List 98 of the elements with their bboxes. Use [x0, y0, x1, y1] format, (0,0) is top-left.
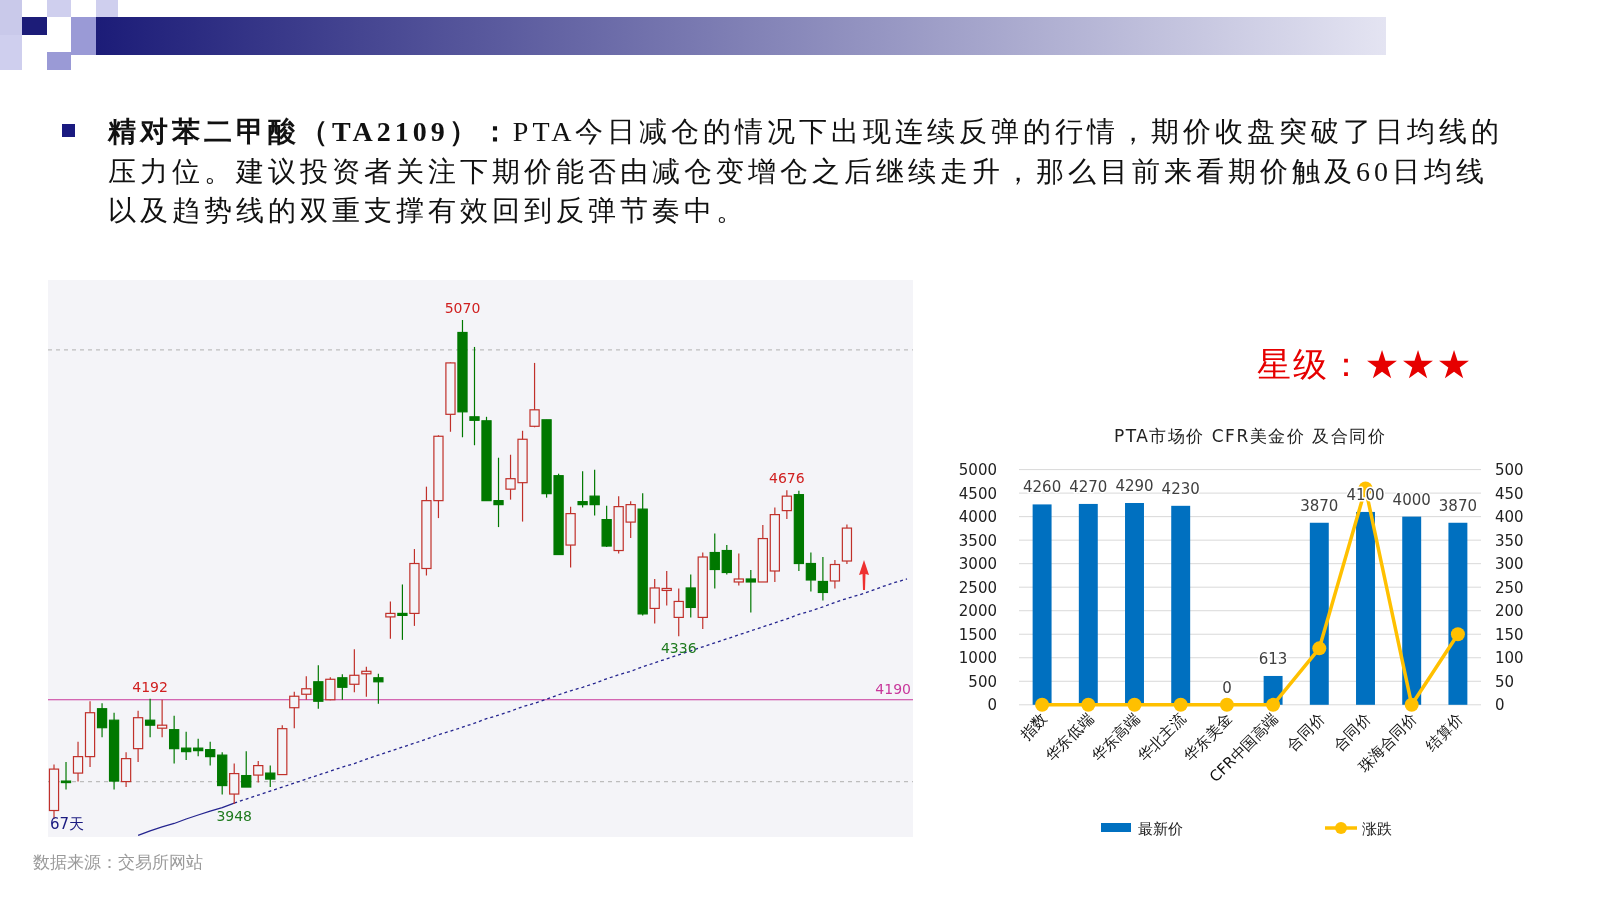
chart-title: 精对苯二甲酸（TA2109）：PTA今日减仓的情况下出现连续反弹的行情，期价收盘突破了日均线的压力位。建议投资者关注下期价能否由减仓变增仓之后继续走升，那么目前来看期价触及60日均线以及趋势线的双重支撑有效回到反弹节奏中。 — [107, 116, 1504, 226]
y-tick-label: 0 — [987, 696, 997, 715]
y2-tick-label: 400 — [1495, 508, 1524, 527]
data-label: 3870 — [1300, 496, 1339, 515]
bar — [1356, 511, 1375, 705]
x-tick-label: 合同价 — [1283, 709, 1329, 755]
point — [1312, 641, 1327, 656]
y-tick-label: 4000 — [958, 508, 997, 527]
candlestick — [229, 763, 240, 805]
bar — [1078, 503, 1098, 705]
annotation: 67天 — [50, 815, 85, 833]
candlestick — [96, 702, 108, 738]
candlestick — [168, 715, 180, 765]
y2-tick-label: 300 — [1495, 555, 1524, 574]
y2-tick-label: 500 — [1495, 461, 1524, 480]
data-label: 3870 — [1438, 496, 1477, 515]
bar — [1032, 504, 1052, 705]
x-tick-label: 结算价 — [1422, 709, 1467, 755]
point — [1219, 697, 1234, 712]
annotation: 5070 — [444, 300, 481, 316]
y-tick-label: 500 — [968, 672, 997, 691]
candlestick — [661, 570, 672, 607]
candlestick — [60, 761, 72, 791]
point — [1081, 697, 1096, 712]
point — [1127, 697, 1142, 712]
candlestick — [373, 673, 384, 705]
bar — [1448, 522, 1468, 705]
legend-label: 涨跌 — [1362, 820, 1392, 838]
y2-tick-label: 450 — [1495, 484, 1524, 503]
candlestick — [120, 751, 132, 788]
candlestick — [349, 648, 360, 693]
data-label: 4000 — [1392, 490, 1431, 509]
point — [1173, 697, 1188, 712]
point — [1266, 697, 1281, 712]
y2-tick-label: 350 — [1495, 531, 1524, 550]
annotation: 4192 — [132, 678, 168, 695]
candlestick — [241, 750, 252, 788]
y2-tick-label: 150 — [1495, 625, 1524, 644]
y2-tick-label: 50 — [1495, 672, 1515, 691]
candlestick — [289, 691, 300, 729]
candlestick — [709, 532, 720, 590]
annotation: 4336 — [660, 640, 697, 657]
bar — [1309, 522, 1329, 705]
data-label: 613 — [1258, 649, 1288, 668]
legend-label: 最新价 — [1138, 820, 1183, 838]
candlestick — [156, 699, 168, 738]
data-label: 4290 — [1115, 477, 1154, 495]
candlestick — [397, 583, 408, 641]
data-label: 4270 — [1069, 477, 1108, 496]
candlestick — [805, 551, 817, 593]
annotation: 3948 — [216, 808, 253, 825]
candlestick — [733, 552, 744, 587]
candlestick — [817, 556, 829, 602]
y2-tick-label: 100 — [1495, 649, 1524, 668]
data-label: 4260 — [1023, 478, 1062, 497]
candlestick — [721, 544, 732, 576]
y-tick-label: 4500 — [958, 484, 997, 503]
x-tick-label: 指数 — [1016, 709, 1051, 745]
y2-tick-label: 0 — [1495, 696, 1505, 715]
bar — [1125, 503, 1144, 705]
data-label: 0 — [1222, 678, 1232, 697]
candlestick — [72, 741, 84, 783]
y-tick-label: 2500 — [958, 578, 997, 597]
candlestick — [337, 673, 348, 701]
candlestick — [685, 573, 696, 618]
y-tick-label: 1000 — [958, 649, 997, 668]
candlestick — [313, 664, 324, 710]
y-tick-label: 3000 — [958, 555, 997, 574]
candlestick — [745, 569, 756, 614]
candlestick — [781, 489, 793, 520]
candlestick — [144, 698, 156, 738]
text: 星级：★★★ — [1257, 346, 1473, 383]
candlestick — [649, 578, 660, 624]
y-tick-label: 2000 — [958, 602, 997, 621]
point — [1450, 627, 1465, 642]
point — [1035, 697, 1050, 712]
bar — [1171, 505, 1191, 705]
point — [1404, 697, 1419, 712]
annotation: 4190 — [875, 680, 911, 697]
y-tick-label: 1500 — [958, 625, 997, 644]
candlestick — [265, 765, 276, 788]
bar — [1402, 516, 1422, 705]
candlestick — [529, 362, 540, 428]
y-tick-label: 3500 — [958, 531, 997, 550]
y2-tick-label: 250 — [1495, 578, 1524, 597]
candlestick — [829, 559, 841, 590]
y2-tick-label: 200 — [1495, 602, 1524, 621]
chart-title: PTA市场价 CFR美金价 及合同价 — [1113, 426, 1387, 446]
y-tick-label: 5000 — [958, 461, 997, 480]
candlestick — [180, 731, 192, 761]
candlestick — [673, 587, 684, 637]
annotation: 4676 — [769, 470, 805, 487]
candlestick — [385, 600, 396, 640]
candlestick — [205, 741, 216, 767]
source-note: 数据来源：交易所网站 — [33, 853, 203, 872]
candlestick — [253, 760, 264, 784]
data-label: 4230 — [1161, 479, 1200, 498]
candlestick — [301, 675, 312, 701]
